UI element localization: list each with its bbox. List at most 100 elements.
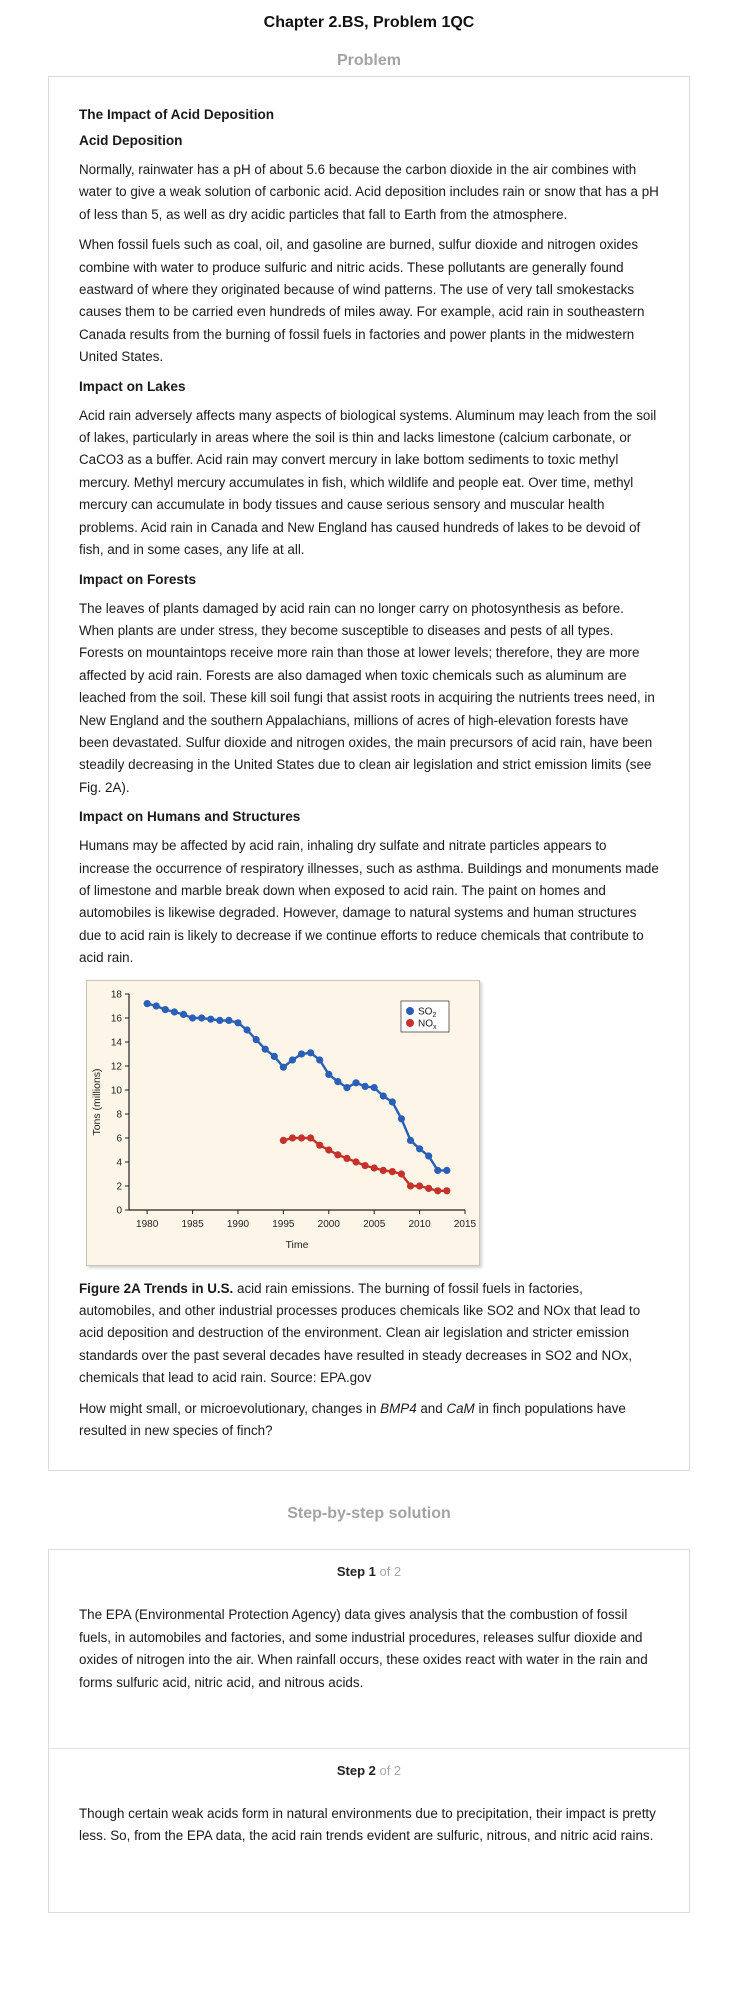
data-point-so2	[297, 1049, 306, 1058]
step-2: Step 2 of 2 Though certain weak acids fo…	[49, 1749, 689, 1912]
data-point-so2	[252, 1035, 260, 1043]
data-point-nox	[297, 1133, 306, 1142]
y-tick-label: 8	[116, 1109, 122, 1120]
step-text: Though certain weak acids form in natura…	[79, 1806, 656, 1844]
step-1: Step 1 of 2 The EPA (Environmental Prote…	[49, 1550, 689, 1750]
step-header: Step 2 of 2	[79, 1763, 659, 1779]
data-point-so2	[234, 1018, 242, 1026]
data-point-so2	[425, 1151, 433, 1160]
data-point-so2	[198, 1013, 206, 1022]
data-point-nox	[334, 1150, 342, 1158]
data-point-nox	[425, 1184, 433, 1192]
section-title-impact-on-lakes: Impact on Lakes	[79, 378, 186, 394]
question-part: How might small, or microevolutionary, c…	[79, 1400, 381, 1416]
data-point-so2	[334, 1077, 342, 1085]
legend-label-nox: NOx	[418, 1018, 437, 1031]
step-text: The EPA (Environmental Protection Agency…	[79, 1607, 648, 1690]
section-title-impact-on-forests: Impact on Forests	[79, 571, 197, 587]
legend-marker-so2	[406, 1006, 414, 1015]
figure-caption-lead: Figure 2A Trends in U.S.	[79, 1280, 234, 1296]
data-point-so2	[397, 1114, 406, 1122]
y-tick-label: 0	[116, 1205, 122, 1216]
data-point-so2	[415, 1144, 424, 1152]
x-tick-label: 2015	[454, 1219, 477, 1230]
y-axis-label: Tons (millions)	[91, 1068, 103, 1135]
data-point-nox	[443, 1186, 451, 1194]
y-tick-label: 12	[111, 1061, 123, 1072]
data-point-so2	[316, 1055, 324, 1064]
paragraph: Normally, rainwater has a pH of about 5.…	[79, 162, 659, 222]
data-point-so2	[361, 1082, 369, 1090]
data-point-so2	[388, 1097, 396, 1106]
page: Chapter 2.BS, Problem 1QC Problem The Im…	[48, 14, 690, 1913]
data-point-nox	[434, 1186, 442, 1194]
data-point-so2	[243, 1025, 251, 1034]
data-point-so2	[343, 1083, 351, 1091]
y-tick-label: 16	[111, 1013, 123, 1024]
question-part: and	[416, 1400, 447, 1416]
data-point-nox	[397, 1169, 406, 1178]
data-point-so2	[170, 1007, 179, 1016]
section-title-acid-deposition: Acid Deposition	[79, 133, 183, 148]
data-point-so2	[188, 1013, 197, 1022]
problem-main-title: The Impact of Acid Deposition	[79, 107, 275, 122]
data-point-so2	[161, 1005, 169, 1013]
data-point-nox	[307, 1133, 315, 1142]
step-total: of 2	[375, 1763, 402, 1779]
legend-label-so2: SO2	[418, 1006, 436, 1019]
solution-heading: Step-by-step solution	[287, 1505, 451, 1523]
step-total: of 2	[375, 1564, 402, 1580]
section-title-impact-on-humans: Impact on Humans and Structures	[79, 809, 301, 825]
figure-caption: Figure 2A Trends in U.S. acid rain emiss…	[79, 1278, 659, 1390]
data-point-so2	[270, 1052, 278, 1060]
data-point-so2	[443, 1166, 451, 1174]
x-tick-label: 2010	[408, 1219, 431, 1230]
data-point-so2	[261, 1045, 269, 1053]
paragraph: Acid rain adversely affects many aspects…	[79, 407, 657, 558]
emissions-chart: 0 2 4 6 8 10 12 14 16 18 1980 1985 1990 1995 2000 2005 2…	[86, 979, 480, 1266]
data-point-so2	[288, 1055, 297, 1064]
step-number: Step 1	[336, 1564, 376, 1580]
question-text: How might small, or microevolutionary, c…	[79, 1398, 659, 1443]
data-point-so2	[225, 1016, 233, 1024]
x-axis-label: Time	[286, 1239, 309, 1251]
paragraph: Humans may be affected by acid rain, inh…	[79, 838, 659, 966]
data-point-so2	[406, 1136, 415, 1144]
data-point-nox	[379, 1166, 387, 1174]
data-point-nox	[352, 1157, 360, 1166]
y-tick-label: 10	[111, 1085, 123, 1096]
paragraph: The leaves of plants damaged by acid rai…	[79, 600, 655, 795]
data-point-so2	[325, 1070, 333, 1078]
data-point-nox	[415, 1181, 424, 1190]
y-tick-label: 6	[116, 1133, 122, 1144]
x-tick-label: 1995	[272, 1219, 295, 1230]
x-tick-label: 1985	[181, 1219, 204, 1230]
data-point-nox	[361, 1161, 369, 1169]
x-tick-label: 2005	[363, 1219, 386, 1230]
chart-svg: 0 2 4 6 8 10 12 14 16 18 1980 1985 1990 1995 2000 2005 2…	[91, 989, 477, 1251]
question-part: in finch populations have resulted in ne…	[79, 1400, 626, 1439]
data-point-nox	[316, 1141, 324, 1149]
data-point-so2	[143, 999, 151, 1007]
step-header: Step 1 of 2	[79, 1564, 659, 1580]
data-point-so2	[307, 1048, 315, 1056]
steps-card: Step 1 of 2 The EPA (Environmental Prote…	[48, 1549, 690, 1913]
data-point-so2	[152, 1001, 160, 1010]
data-point-so2	[216, 1016, 224, 1024]
data-point-nox	[370, 1163, 378, 1172]
data-point-so2	[370, 1083, 378, 1091]
data-point-nox	[279, 1136, 287, 1144]
paragraph: When fossil fuels such as coal, oil, and…	[79, 237, 645, 365]
data-point-nox	[343, 1154, 351, 1162]
x-tick-label: 1980	[136, 1219, 159, 1230]
data-point-so2	[379, 1091, 387, 1100]
problem-heading: Problem	[336, 52, 401, 69]
series-line-so2	[146, 1002, 447, 1172]
data-point-nox	[388, 1167, 396, 1175]
y-tick-label: 14	[111, 1037, 123, 1048]
data-point-so2	[352, 1078, 360, 1086]
data-point-nox	[325, 1145, 333, 1154]
problem-card: The Impact of Acid Deposition Acid Depos…	[48, 76, 690, 1472]
y-tick-label: 18	[111, 989, 123, 1000]
x-tick-label: 2000	[318, 1219, 341, 1230]
